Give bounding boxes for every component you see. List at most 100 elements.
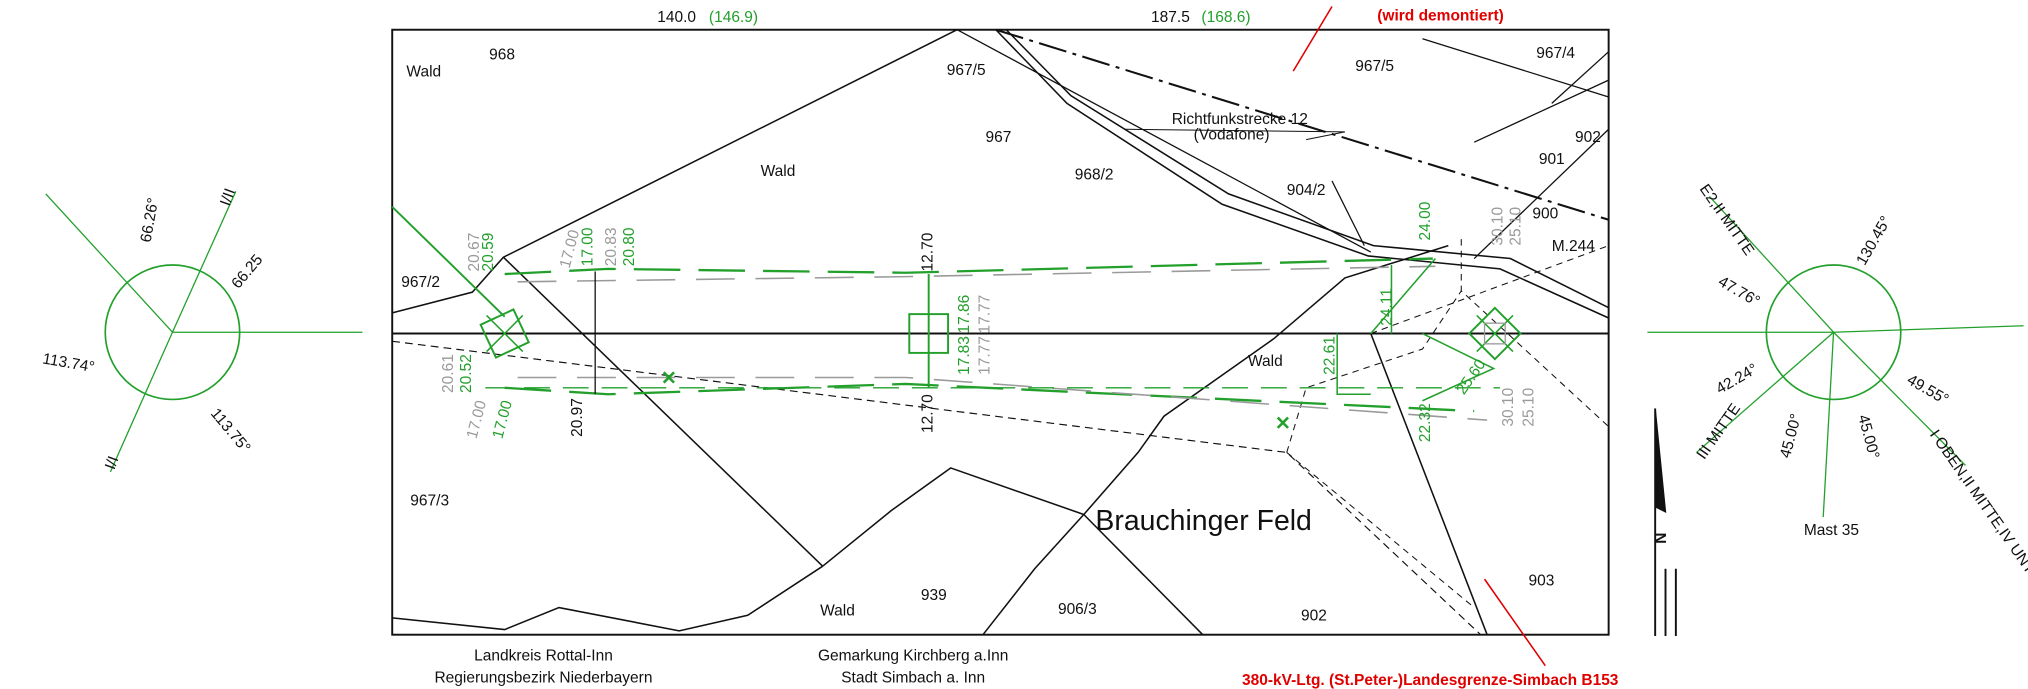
district: Landkreis Rottal-Inn (474, 648, 613, 665)
line (391, 206, 506, 318)
dimension: 20.67 (466, 233, 483, 272)
dimension: 24.11 (1378, 288, 1395, 326)
parcel-label: 901 (1539, 151, 1565, 168)
line (1370, 245, 1609, 334)
line (1483, 578, 1546, 667)
line (1336, 333, 1371, 396)
line (1473, 128, 1610, 260)
angle-label: III MITTE (1694, 401, 1744, 463)
span-length: 187.5 (1151, 9, 1190, 26)
dimension: 17.00 (464, 398, 491, 440)
parcel-label: 902 (1301, 607, 1327, 624)
line (109, 331, 174, 473)
span-length-alt: (168.6) (1201, 9, 1250, 26)
dimension: 25.10 (1521, 387, 1538, 426)
angle-label: 47.76° (1715, 273, 1762, 310)
dimension: 17.86 (956, 295, 973, 334)
angle-label: 45.00° (1854, 413, 1882, 461)
line (1476, 314, 1514, 353)
radio-link: Richtfunkstrecke 12 (1172, 111, 1308, 128)
parcel-label: M.244 (1552, 238, 1595, 255)
parcel-label: 967 (986, 129, 1012, 146)
dimension: 22.32 (1417, 403, 1434, 442)
line (1822, 332, 1835, 518)
line (1370, 333, 1488, 635)
line (392, 29, 958, 314)
parcel-label: 968 (489, 46, 515, 63)
parcel-label: Wald (1248, 353, 1283, 370)
dimension: 25.60 (1453, 356, 1489, 398)
dimension: 20.80 (621, 227, 638, 266)
line (1551, 51, 1610, 104)
parcel-label: 967/4 (1536, 45, 1575, 62)
line (1125, 128, 1346, 141)
line (956, 29, 1372, 253)
radio-link-operator: (Vodafone) (1194, 127, 1270, 144)
old-line (995, 28, 1609, 221)
parcel-label: 903 (1528, 573, 1554, 590)
line (45, 193, 173, 333)
angle-label: E2,II MITTE (1696, 181, 1757, 258)
angle-label: 130.45° (1853, 213, 1895, 268)
tower (908, 313, 950, 354)
line (1696, 331, 1834, 453)
north-arrow (1654, 408, 1667, 514)
dimension: 17.00 (490, 398, 517, 440)
dimension-labels: 20.67 20.59 17.00 17.00 20.83 20.80 12.7… (440, 201, 1538, 442)
parcel-labels: Wald 968 967/5 967/5 967/4 967 Wald 968/… (401, 45, 1601, 624)
line (504, 257, 1433, 276)
removed-note: (wird demontiert) (1377, 8, 1504, 25)
left-angle-labels: 66.26° I/II 66.25 113.74° 113.75° I/I (41, 186, 266, 472)
line (982, 244, 1449, 636)
place-name: Brauchinger Feld (1095, 505, 1311, 537)
angle-label: I OBEN,II MITTE,IV UNTEN (1926, 427, 2028, 595)
line (517, 376, 1488, 421)
line (392, 565, 824, 632)
parcel-label: Wald (406, 63, 441, 80)
angle-label: 113.74° (41, 350, 96, 376)
angle-label: 49.55° (1904, 371, 1951, 408)
parcel-label: 900 (1532, 205, 1558, 222)
line (1331, 180, 1365, 246)
dimension: 17.77 (976, 336, 993, 375)
right-angle-labels: E2,II MITTE 130.45° 47.76° 42.24° 49.55°… (1694, 181, 2028, 594)
map-frame (391, 28, 1610, 636)
line (504, 382, 1475, 413)
dimension: 30.10 (1500, 387, 1517, 426)
line (822, 467, 1085, 567)
parcel-label: 967/5 (1355, 58, 1394, 75)
line (486, 314, 524, 353)
dimension: 20.52 (458, 354, 475, 393)
parcel-label: 967/2 (401, 274, 440, 291)
line (1422, 332, 1496, 402)
parcel-label: Wald (820, 602, 855, 619)
dimension: 12.70 (920, 232, 937, 271)
parcel-label: 904/2 (1287, 182, 1326, 199)
parcel-label: 967/5 (947, 62, 986, 79)
angle-label: I/II (217, 186, 239, 208)
tower (1483, 322, 1506, 345)
tower-label: Mast 35 (1804, 522, 1859, 539)
angle-label: 42.24° (1713, 361, 1760, 398)
dimension: 17.77 (976, 295, 993, 334)
parcel-label: 968/2 (1075, 167, 1114, 184)
angle-label: 113.75° (207, 405, 254, 456)
span-length-alt: (146.9) (709, 9, 758, 26)
line (1292, 6, 1333, 72)
angle-label: 66.25 (228, 251, 266, 292)
line (502, 256, 824, 567)
cadastral: Gemarkung Kirchberg a.Inn (818, 648, 1008, 665)
line (1083, 513, 1204, 636)
dimension: 24.00 (1417, 201, 1434, 240)
parcel-label: Wald (761, 163, 796, 180)
line (1422, 38, 1609, 98)
dimension: 20.59 (480, 233, 497, 272)
road (995, 29, 1609, 319)
road (1005, 29, 1609, 309)
line (1370, 258, 1437, 335)
angle-label: 66.26° (138, 196, 163, 243)
line (171, 191, 237, 333)
line (1473, 79, 1609, 143)
parcel-label: 939 (921, 587, 947, 604)
